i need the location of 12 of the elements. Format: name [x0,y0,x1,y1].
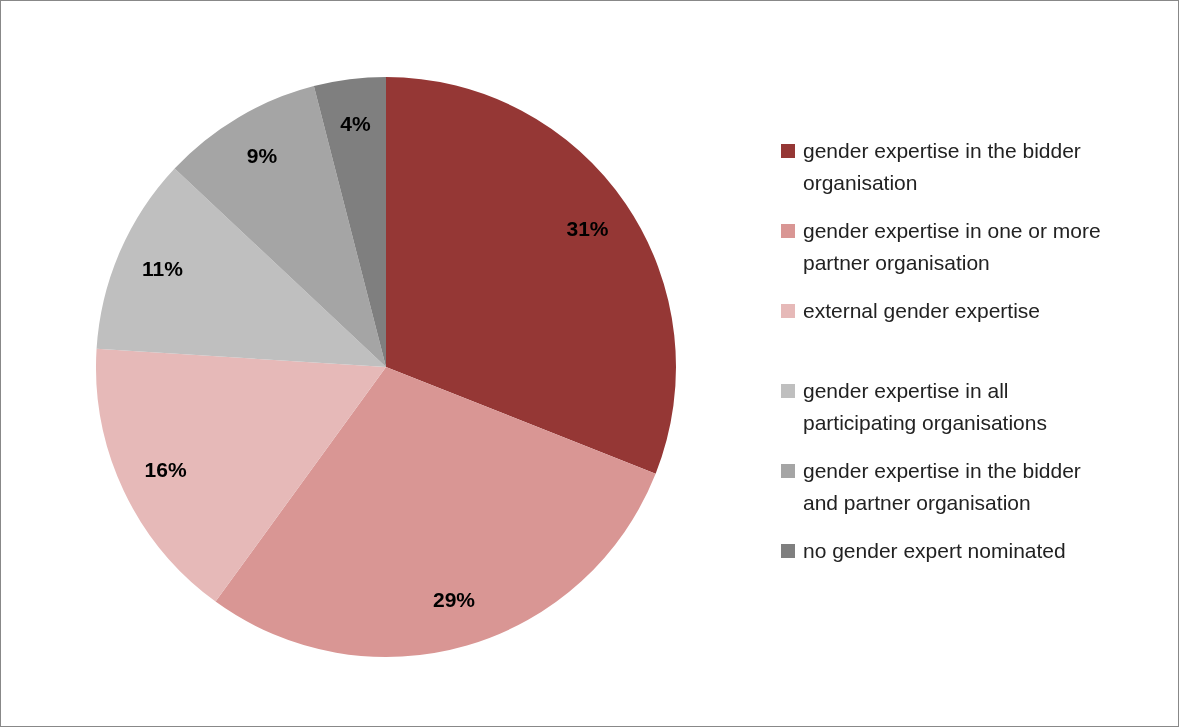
data-label: 9% [246,144,278,168]
data-label: 16% [144,457,187,481]
legend-label: gender expertise in all participating organisations [803,378,1048,436]
data-label: 11% [142,257,184,281]
legend-label: external gender expertise [803,298,1041,324]
data-label: 29% [432,587,476,611]
data-label: 4% [340,112,371,136]
legend-label: gender expertise in the bidder and partner organisation [803,458,1082,516]
legend-label: gender expertise in one or more partner organisation [803,218,1102,276]
data-label: 31% [566,216,609,240]
legend-label: no gender expert nominated [803,538,1067,564]
legend-label: gender expertise in the bidder organisation [803,138,1082,196]
